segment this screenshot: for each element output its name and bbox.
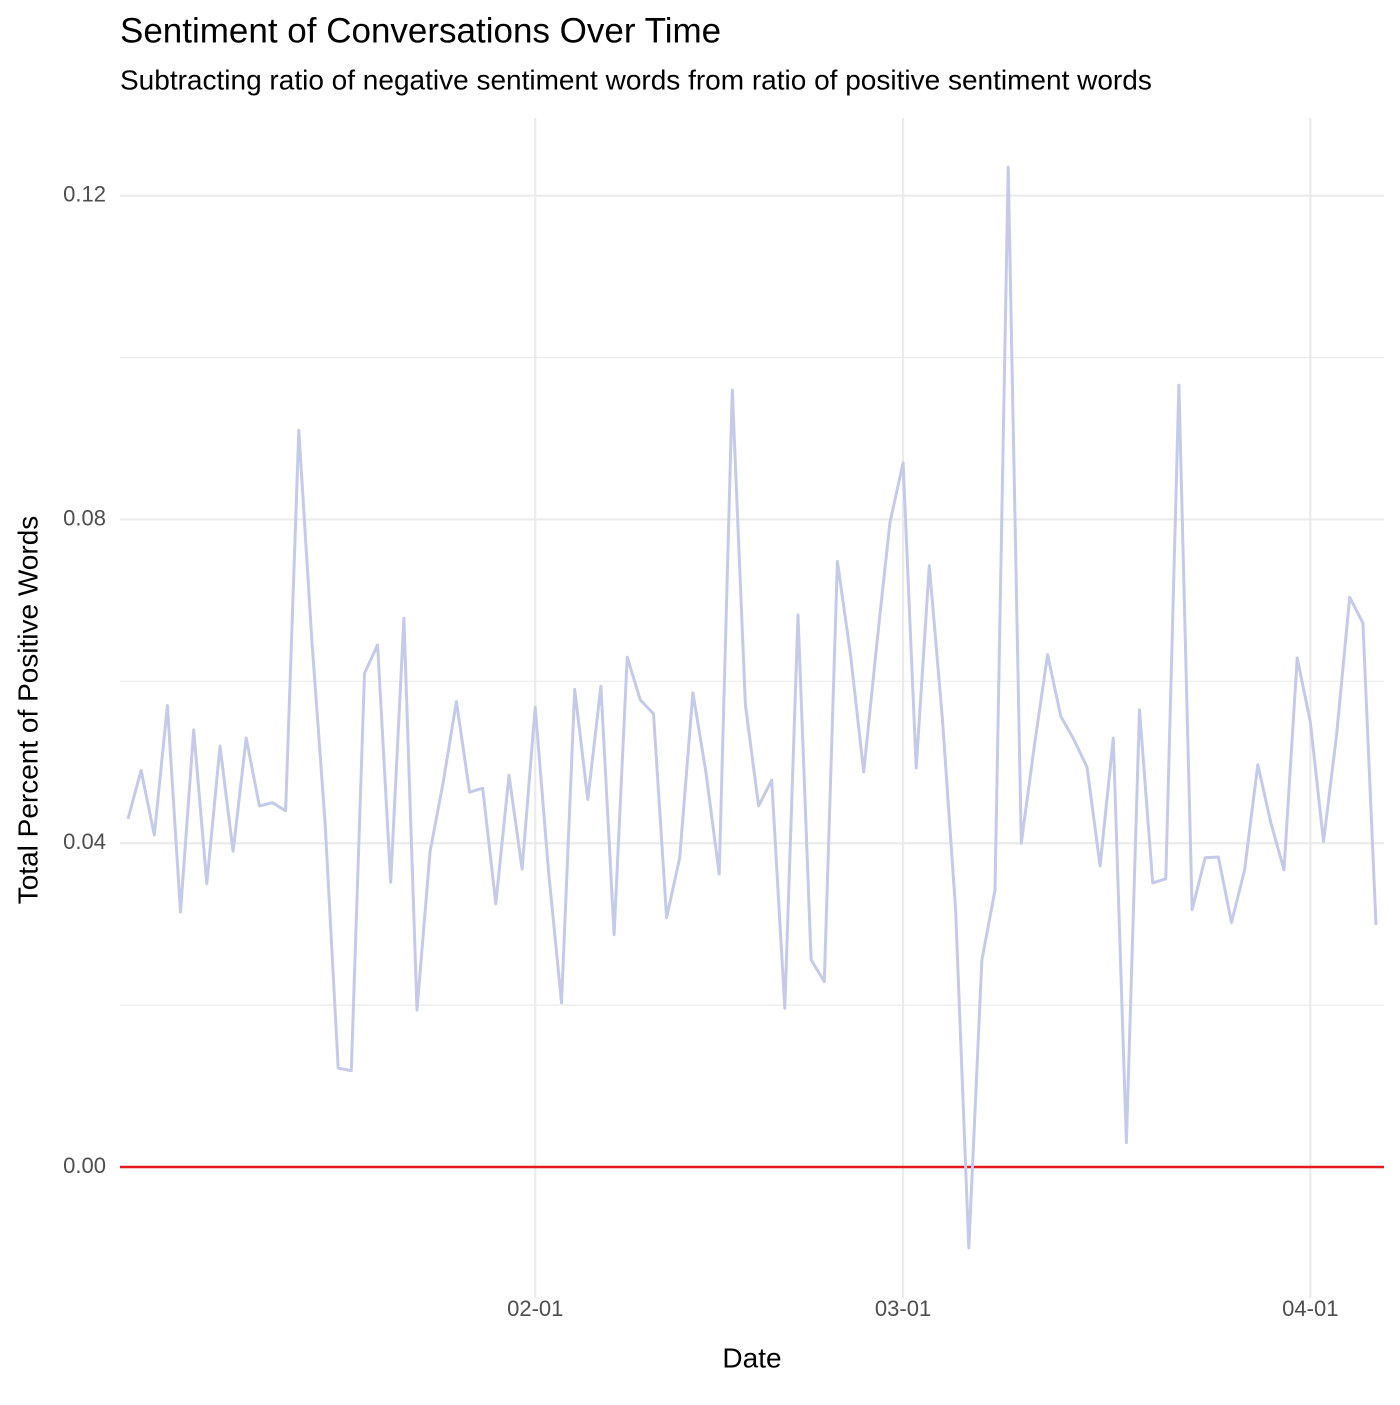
data-line (126, 165, 1378, 1250)
y-tick-label: 0.12 (63, 182, 106, 207)
x-axis-label: Date (722, 1342, 781, 1373)
y-tick-label: 0.08 (63, 505, 106, 530)
x-tick-label: 04-01 (1282, 1296, 1338, 1321)
y-tick-label: 0.00 (63, 1153, 106, 1178)
x-tick-label: 02-01 (507, 1296, 563, 1321)
y-tick-label: 0.04 (63, 829, 106, 854)
chart-title: Sentiment of Conversations Over Time (120, 11, 721, 50)
chart-subtitle: Subtracting ratio of negative sentiment … (120, 64, 1152, 95)
x-tick-label: 03-01 (875, 1296, 931, 1321)
y-axis-label: Total Percent of Positive Words (12, 516, 43, 905)
